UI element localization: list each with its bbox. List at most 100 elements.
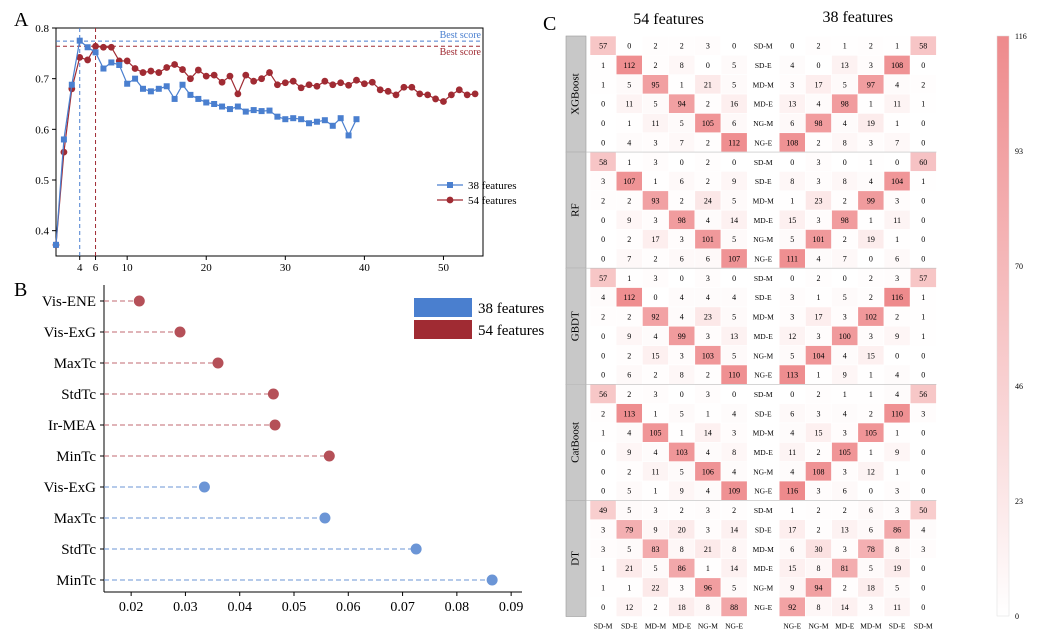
- heat-cell-value: 3: [601, 545, 605, 554]
- heat-cell-value: 1: [817, 371, 821, 380]
- heat-cell-value: 0: [790, 42, 794, 51]
- data-point: [116, 61, 123, 68]
- heat-cell-value: 18: [678, 603, 686, 612]
- heat-cell-value: 112: [728, 138, 740, 147]
- data-point: [298, 116, 305, 123]
- bottom-class-label: NG-M: [809, 622, 829, 631]
- heat-cell-value: 4: [627, 429, 631, 438]
- heat-cell-value: 14: [730, 564, 738, 573]
- plot-frame: [55, 27, 484, 257]
- heat-cell-value: 15: [788, 216, 796, 225]
- heat-cell-value: 2: [921, 80, 925, 89]
- heat-cell-value: 113: [786, 371, 798, 380]
- data-point: [258, 108, 265, 115]
- data-point: [242, 108, 249, 115]
- best-score-label: Best score: [440, 47, 482, 58]
- heat-cell-value: 2: [817, 390, 821, 399]
- heat-cell: [720, 596, 748, 617]
- heat-cell-value: 3: [601, 525, 605, 534]
- heat-cell-value: 9: [627, 448, 631, 457]
- data-point: [329, 81, 337, 89]
- heat-cell-value: 2: [706, 158, 710, 167]
- data-point: [360, 80, 368, 88]
- heat-cell-value: 5: [732, 235, 736, 244]
- heat-cell-value: 0: [790, 274, 794, 283]
- feature-label: Vis-ExG: [44, 480, 97, 496]
- heat-cell-value: 6: [732, 119, 736, 128]
- heat-cell-value: 5: [627, 506, 631, 515]
- data-point: [345, 81, 352, 89]
- heat-cell-value: 0: [601, 332, 605, 341]
- heat-cell-value: 5: [732, 351, 736, 360]
- heat-cell-value: 3: [895, 506, 899, 515]
- heat-cell-value: 3: [843, 429, 847, 438]
- heat-cell-value: 0: [921, 564, 925, 573]
- x-tick-label: 30: [280, 262, 292, 274]
- data-point: [274, 113, 281, 120]
- feature-label: MinTc: [56, 449, 96, 465]
- heat-cell-value: 2: [817, 138, 821, 147]
- legend-label: 38 features: [468, 180, 517, 192]
- heat-cell-value: 0: [921, 138, 925, 147]
- heat-cell-value: 109: [728, 487, 740, 496]
- heat-cell-value: 3: [817, 409, 821, 418]
- heat-cell-value: 5: [790, 351, 794, 360]
- heat-cell-value: 8: [790, 177, 794, 186]
- heat-cell-value: 6: [627, 371, 631, 380]
- heat-cell-value: 2: [706, 177, 710, 186]
- heat-cell-value: 2: [680, 42, 684, 51]
- heat-cell-value: 4: [895, 80, 899, 89]
- data-point: [68, 81, 75, 88]
- heat-cell-value: 1: [921, 313, 925, 322]
- heat-cell-value: 0: [732, 390, 736, 399]
- heat-cell-value: 5: [732, 61, 736, 70]
- lollipop-dot: [174, 326, 186, 338]
- data-point: [163, 83, 170, 90]
- lollipop-dot: [410, 543, 422, 555]
- feature-label: MinTc: [56, 573, 96, 589]
- heat-cell-value: 19: [893, 564, 901, 573]
- heat-cell-value: 3: [869, 61, 873, 70]
- heat-cell-value: 11: [652, 467, 660, 476]
- heat-cell-value: 13: [788, 100, 796, 109]
- heat-cell-value: 11: [652, 119, 660, 128]
- heatmap-title-right: 38 features: [822, 9, 893, 26]
- heat-cell-value: 9: [790, 583, 794, 592]
- bottom-class-label: MD-E: [835, 622, 855, 631]
- bottom-class-label: MD-M: [860, 622, 882, 631]
- heat-cell-value: 7: [843, 255, 847, 264]
- heat-cell-value: 0: [790, 158, 794, 167]
- heat-cell-value: 103: [676, 448, 688, 457]
- heat-cell-value: 5: [680, 119, 684, 128]
- heat-cell-value: 8: [680, 545, 684, 554]
- heat-cell-value: 11: [625, 100, 633, 109]
- data-point: [266, 107, 273, 114]
- data-point: [124, 80, 131, 87]
- heat-cell-value: 5: [895, 583, 899, 592]
- heat-cell-value: 0: [921, 448, 925, 457]
- heat-cell-value: 2: [680, 196, 684, 205]
- heat-cell-value: 3: [921, 545, 925, 554]
- heat-cell-value: 0: [921, 583, 925, 592]
- heat-cell-value: 5: [627, 487, 631, 496]
- heat-cell-value: 2: [843, 196, 847, 205]
- heat-cell-value: 1: [921, 293, 925, 302]
- heat-cell-value: 17: [815, 80, 823, 89]
- heat-cell-value: 0: [921, 196, 925, 205]
- row-class-label: NG-M: [753, 235, 773, 244]
- heat-cell-value: 1: [706, 409, 710, 418]
- heat-cell-value: 1: [680, 80, 684, 89]
- colorbar-tick-label: 93: [1015, 147, 1023, 156]
- heat-cell-value: 11: [893, 216, 901, 225]
- heat-cell-value: 50: [919, 506, 927, 515]
- data-point: [218, 78, 226, 86]
- colorbar-tick-label: 0: [1015, 612, 1019, 621]
- heat-cell-value: 98: [678, 216, 686, 225]
- heat-cell-value: 23: [815, 196, 823, 205]
- heat-cell-value: 49: [599, 506, 607, 515]
- row-class-label: MD-E: [754, 216, 774, 225]
- data-point: [337, 79, 345, 87]
- heat-cell-value: 22: [652, 583, 660, 592]
- row-class-label: SD-E: [755, 177, 772, 186]
- heat-cell-value: 9: [627, 216, 631, 225]
